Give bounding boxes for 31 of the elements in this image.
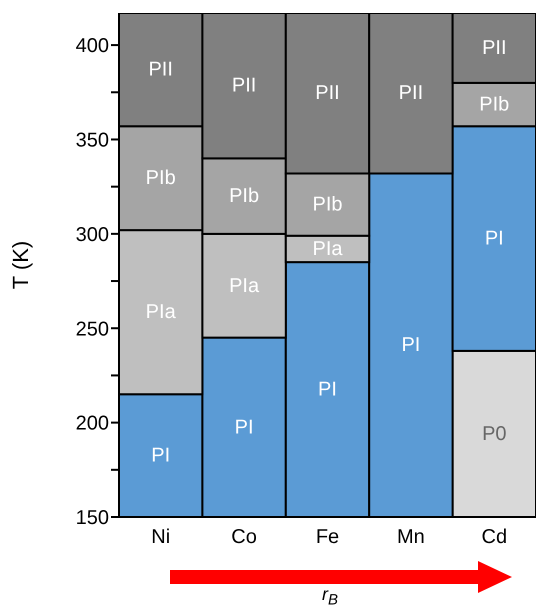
y-tick-label: 250 bbox=[76, 318, 109, 340]
x-tick-label: Cd bbox=[482, 526, 508, 548]
text: PII bbox=[315, 82, 340, 104]
x-axis-title: r$_{B}$ bbox=[320, 584, 339, 605]
series-label: PII bbox=[482, 36, 507, 59]
series-label: PI bbox=[151, 444, 170, 467]
text: PIb bbox=[479, 94, 510, 116]
y-tick-label: 150 bbox=[76, 507, 109, 530]
text: PII bbox=[148, 58, 173, 81]
text: PIb bbox=[229, 185, 260, 208]
text: PIa bbox=[146, 301, 176, 324]
y-tick-label: 400 bbox=[76, 35, 109, 58]
x-tick-label: Ni bbox=[151, 526, 170, 548]
legend-label: PIb bbox=[146, 167, 176, 190]
text: PII bbox=[232, 74, 256, 97]
series-label: P0 bbox=[482, 422, 507, 445]
text: PIb bbox=[312, 194, 343, 216]
y-tick-label: 200 bbox=[76, 412, 109, 435]
text: PI bbox=[401, 334, 420, 356]
text: PI bbox=[318, 378, 337, 401]
y-tick-label: 300 bbox=[76, 224, 109, 246]
text: PIa bbox=[229, 274, 260, 297]
text: PII bbox=[398, 82, 424, 104]
y-tick-label: 350 bbox=[76, 130, 109, 152]
x-tick-label: Fe bbox=[316, 526, 340, 548]
y-axis-title: T (K) bbox=[8, 240, 33, 290]
x-tick-label: Mn bbox=[397, 526, 425, 548]
text: PI bbox=[234, 416, 254, 438]
text: PI bbox=[484, 228, 504, 250]
x-tick-label: Co bbox=[231, 526, 257, 548]
series-label: PIa bbox=[312, 238, 344, 260]
